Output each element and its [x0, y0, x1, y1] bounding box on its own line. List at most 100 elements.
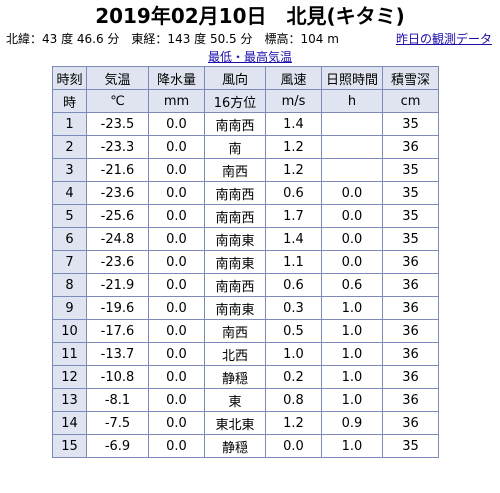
header-cell-time: 時刻	[52, 66, 87, 90]
table-row: 15 -6.9 0.0 静穏 0.0 1.0 35	[52, 434, 439, 458]
cell-wind-speed: 0.8	[265, 388, 322, 412]
table-row: 11 -13.7 0.0 北西 1.0 1.0 36	[52, 342, 439, 366]
cell-snow-depth: 36	[382, 273, 439, 297]
cell-wind-speed: 0.6	[265, 181, 322, 205]
cell-sunshine: 1.0	[321, 342, 383, 366]
cell-wind-speed: 1.7	[265, 204, 322, 228]
cell-wind-direction: 静穏	[204, 365, 266, 389]
cell-temperature: -24.8	[86, 227, 149, 251]
cell-temperature: -21.6	[86, 158, 149, 182]
cell-snow-depth: 36	[382, 342, 439, 366]
minmax-link-row: 最低・最高気温	[0, 49, 500, 65]
header-cell-wind-direction: 風向	[204, 66, 266, 90]
cell-time: 8	[52, 273, 87, 297]
table-row: 6 -24.8 0.0 南南東 1.4 0.0 35	[52, 227, 439, 251]
cell-precipitation: 0.0	[148, 135, 205, 159]
cell-temperature: -10.8	[86, 365, 149, 389]
cell-time: 12	[52, 365, 87, 389]
unit-row: 時 ℃ mm 16方位 m/s h cm	[52, 89, 439, 113]
hourly-observation-table: 時刻 気温 降水量 風向 風速 日照時間 積雪深 時 ℃ mm 16方位 m/s…	[52, 66, 439, 458]
cell-snow-depth: 36	[382, 319, 439, 343]
cell-sunshine: 1.0	[321, 388, 383, 412]
cell-wind-speed: 0.3	[265, 296, 322, 320]
cell-temperature: -23.5	[86, 112, 149, 136]
cell-wind-direction: 東	[204, 388, 266, 412]
cell-precipitation: 0.0	[148, 112, 205, 136]
cell-snow-depth: 35	[382, 112, 439, 136]
cell-time: 10	[52, 319, 87, 343]
table-row: 3 -21.6 0.0 南西 1.2 35	[52, 158, 439, 182]
location-text: 北緯：43 度 46.6 分 東経：143 度 50.5 分 標高：104 m	[6, 32, 339, 46]
header-cell-sunshine: 日照時間	[321, 66, 383, 90]
cell-sunshine: 1.0	[321, 319, 383, 343]
table-row: 10 -17.6 0.0 南西 0.5 1.0 36	[52, 319, 439, 343]
cell-sunshine: 0.0	[321, 250, 383, 274]
cell-wind-direction: 東北東	[204, 411, 266, 435]
cell-wind-speed: 1.2	[265, 158, 322, 182]
cell-temperature: -8.1	[86, 388, 149, 412]
cell-temperature: -6.9	[86, 434, 149, 458]
cell-time: 1	[52, 112, 87, 136]
cell-time: 11	[52, 342, 87, 366]
cell-sunshine: 1.0	[321, 434, 383, 458]
cell-sunshine: 0.9	[321, 411, 383, 435]
cell-snow-depth: 36	[382, 135, 439, 159]
station-info: 北緯：43 度 46.6 分 東経：143 度 50.5 分 標高：104 m …	[6, 31, 496, 47]
cell-wind-direction: 南西	[204, 158, 266, 182]
cell-wind-direction: 北西	[204, 342, 266, 366]
header-cell-wind-speed: 風速	[265, 66, 322, 90]
cell-precipitation: 0.0	[148, 411, 205, 435]
cell-snow-depth: 36	[382, 388, 439, 412]
cell-sunshine: 0.6	[321, 273, 383, 297]
cell-time: 4	[52, 181, 87, 205]
cell-temperature: -17.6	[86, 319, 149, 343]
cell-wind-direction: 静穏	[204, 434, 266, 458]
cell-wind-direction: 南西	[204, 319, 266, 343]
cell-temperature: -13.7	[86, 342, 149, 366]
unit-cell-sunshine: h	[321, 89, 383, 113]
cell-snow-depth: 36	[382, 365, 439, 389]
cell-sunshine	[321, 135, 383, 159]
cell-snow-depth: 36	[382, 296, 439, 320]
header-cell-precipitation: 降水量	[148, 66, 205, 90]
cell-wind-direction: 南	[204, 135, 266, 159]
prev-day-link[interactable]: 昨日の観測データ	[395, 32, 492, 46]
header-row: 時刻 気温 降水量 風向 風速 日照時間 積雪深	[52, 66, 439, 90]
cell-wind-speed: 1.4	[265, 112, 322, 136]
table-row: 13 -8.1 0.0 東 0.8 1.0 36	[52, 388, 439, 412]
cell-wind-speed: 1.2	[265, 411, 322, 435]
cell-time: 6	[52, 227, 87, 251]
cell-precipitation: 0.0	[148, 388, 205, 412]
cell-sunshine	[321, 158, 383, 182]
cell-sunshine: 0.0	[321, 204, 383, 228]
header-cell-snow-depth: 積雪深	[382, 66, 439, 90]
cell-snow-depth: 35	[382, 181, 439, 205]
cell-time: 15	[52, 434, 87, 458]
cell-wind-speed: 0.0	[265, 434, 322, 458]
cell-wind-speed: 1.4	[265, 227, 322, 251]
cell-wind-direction: 南南西	[204, 112, 266, 136]
cell-snow-depth: 36	[382, 411, 439, 435]
header-cell-temperature: 気温	[86, 66, 149, 90]
cell-precipitation: 0.0	[148, 227, 205, 251]
minmax-temperature-link[interactable]: 最低・最高気温	[207, 50, 292, 64]
unit-cell-wind-direction: 16方位	[204, 89, 266, 113]
cell-time: 13	[52, 388, 87, 412]
cell-snow-depth: 35	[382, 434, 439, 458]
cell-sunshine: 1.0	[321, 365, 383, 389]
cell-wind-direction: 南南西	[204, 273, 266, 297]
cell-wind-speed: 0.5	[265, 319, 322, 343]
cell-wind-direction: 南南西	[204, 204, 266, 228]
cell-temperature: -23.6	[86, 250, 149, 274]
cell-precipitation: 0.0	[148, 342, 205, 366]
cell-time: 5	[52, 204, 87, 228]
cell-time: 14	[52, 411, 87, 435]
cell-time: 9	[52, 296, 87, 320]
cell-wind-speed: 1.1	[265, 250, 322, 274]
cell-temperature: -21.9	[86, 273, 149, 297]
cell-wind-speed: 1.0	[265, 342, 322, 366]
unit-cell-snow-depth: cm	[382, 89, 439, 113]
cell-snow-depth: 35	[382, 227, 439, 251]
cell-wind-speed: 1.2	[265, 135, 322, 159]
cell-wind-direction: 南南東	[204, 296, 266, 320]
